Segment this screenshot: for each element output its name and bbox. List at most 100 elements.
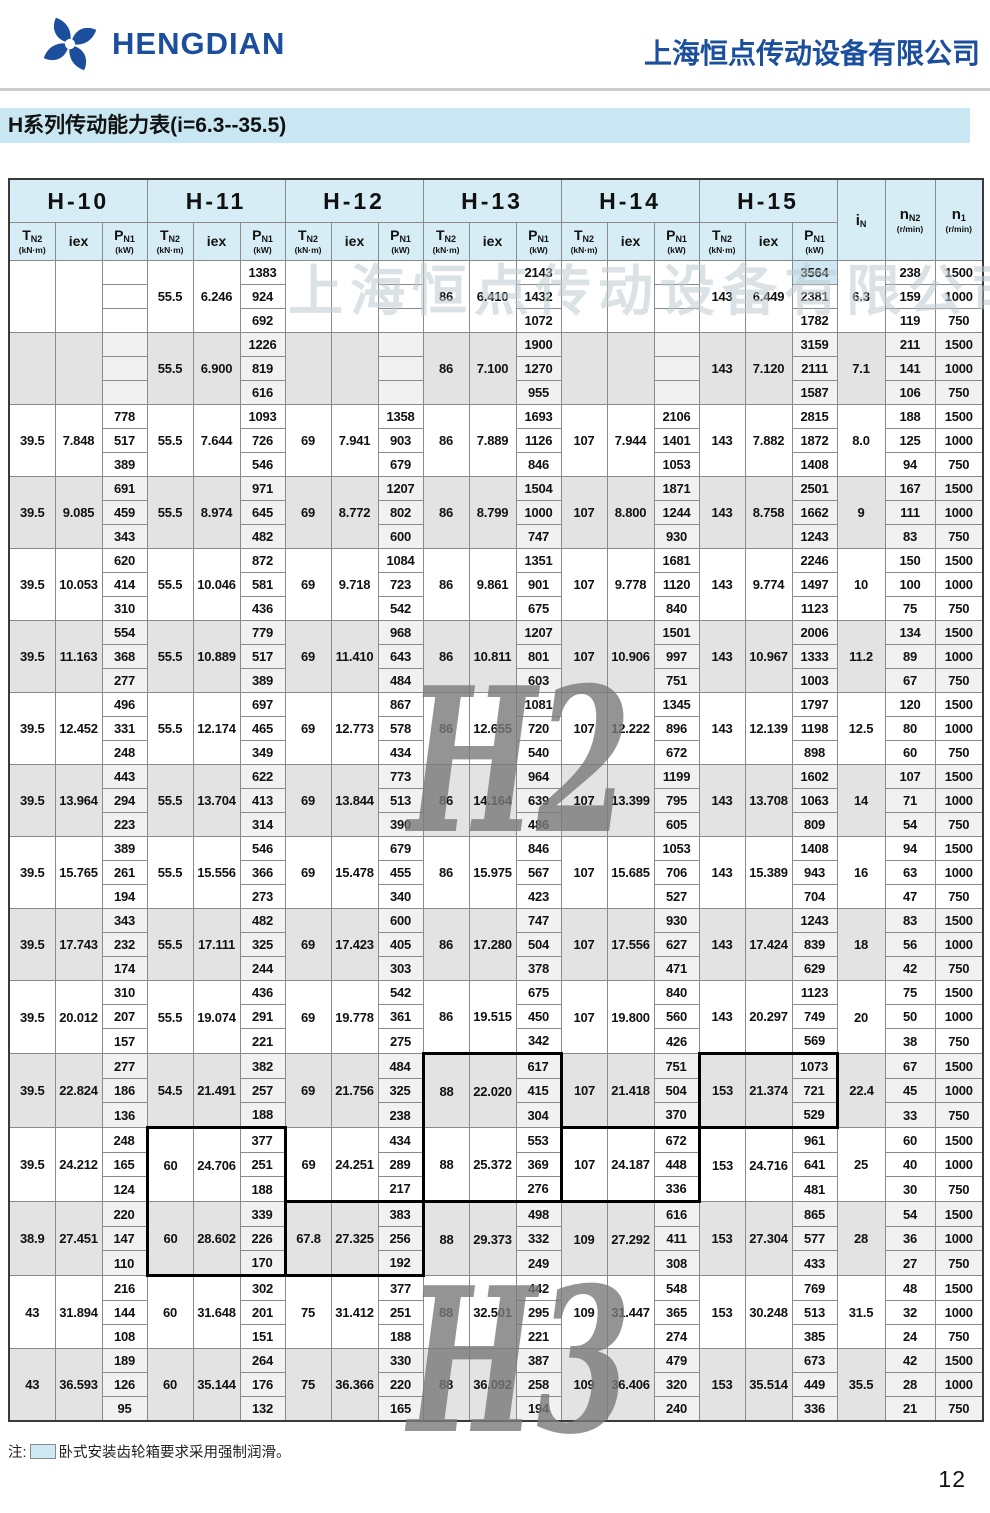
cell-iex: 7.889 (468, 404, 517, 477)
cell-tn2: 75 (284, 1348, 332, 1422)
cell-pn1: 332 (515, 1226, 562, 1251)
lubrication-legend-swatch (29, 1444, 56, 1459)
cell-pn1: 603 (515, 668, 562, 693)
col-header-iex: iex (54, 222, 103, 261)
cell-pn1: 553 (515, 1127, 563, 1153)
cell-tn2: 55.5 (146, 836, 194, 909)
cell-nn2: 60 (884, 1127, 936, 1153)
cell-pn1: 542 (377, 980, 424, 1005)
cell-n1: 1500 (934, 980, 984, 1005)
cell-tn2: 153 (698, 1275, 746, 1349)
cell-pn1: 540 (515, 740, 562, 765)
cell-pn1: 968 (377, 620, 424, 645)
cell-nn2: 67 (884, 1053, 936, 1079)
cell-iex: 7.944 (606, 404, 655, 477)
cell-tn2: 88 (422, 1348, 470, 1422)
cell-pn1: 482 (239, 524, 286, 549)
cell-n1: 1500 (934, 1275, 984, 1301)
cell-pn1: 622 (239, 764, 286, 789)
cell-pn1: 679 (377, 452, 424, 477)
cell-iex: 24.187 (606, 1126, 655, 1203)
cell-pn1: 264 (239, 1348, 286, 1373)
cell-pn1: 1662 (791, 500, 838, 525)
cell-pn1 (101, 284, 148, 309)
cell-iex: 30.248 (744, 1275, 793, 1349)
cell-iex: 15.685 (606, 836, 655, 909)
table-row: 55.5 6.900 1226 86 7.100 1900 143 7.120 3159 7.1 2… (8, 332, 984, 405)
cell-pn1: 436 (239, 596, 286, 621)
cell-pn1: 2106 (653, 404, 700, 429)
cell-n1: 750 (934, 524, 984, 549)
cell-tn2: 143 (698, 836, 746, 909)
cell-tn2: 55.5 (146, 260, 194, 333)
cell-pn1: 124 (101, 1176, 148, 1202)
cell-pn1: 443 (101, 764, 148, 789)
cell-iex: 31.894 (54, 1275, 103, 1349)
cell-iex: 7.941 (330, 404, 379, 477)
cell-in: 16 (836, 836, 886, 909)
cell-nn2: 120 (884, 692, 936, 717)
cell-n1: 750 (934, 308, 984, 333)
cell-tn2: 55.5 (146, 692, 194, 765)
cell-iex (330, 332, 379, 405)
cell-pn1: 221 (239, 1028, 286, 1054)
cell-pn1: 1797 (791, 692, 838, 717)
cell-pn1: 413 (239, 788, 286, 813)
cell-pn1: 1073 (791, 1052, 839, 1079)
cell-iex: 31.648 (192, 1275, 241, 1349)
cell-iex (606, 260, 655, 333)
cell-tn2: 143 (698, 332, 746, 405)
cell-pn1: 370 (653, 1102, 700, 1128)
table-row: 331 465 578 720 896 1198 80 1000 (9, 716, 984, 741)
cell-pn1: 302 (239, 1275, 286, 1301)
cell-nn2: 36 (884, 1226, 936, 1251)
cell-pn1: 325 (239, 932, 286, 957)
cell-pn1: 865 (791, 1201, 838, 1227)
cell-tn2: 39.5 (8, 692, 56, 765)
cell-pn1: 1123 (791, 980, 838, 1005)
cell-pn1: 411 (653, 1226, 700, 1251)
cell-in: 12.5 (836, 692, 886, 765)
cell-tn2: 86 (422, 908, 470, 981)
cell-nn2: 159 (884, 284, 936, 309)
table-row: 144 201 251 295 365 513 32 1000 (9, 1300, 984, 1325)
cell-pn1: 840 (653, 980, 700, 1005)
cell-tn2 (8, 332, 56, 405)
table-row: 207 291 361 450 560 749 50 1000 (9, 1004, 984, 1029)
cell-n1: 1000 (934, 644, 984, 669)
cell-pn1: 846 (515, 836, 562, 861)
cell-pn1: 1432 (515, 284, 562, 309)
cell-tn2: 153 (698, 1201, 746, 1276)
cell-tn2: 69 (284, 1127, 332, 1202)
cell-tn2 (284, 332, 332, 405)
cell-pn1 (377, 260, 424, 285)
cell-pn1: 303 (377, 956, 424, 981)
col-header-iex: iex (468, 222, 517, 261)
cell-tn2: 55.5 (146, 548, 194, 621)
cell-iex: 22.020 (468, 1052, 517, 1128)
cell-pn1 (653, 260, 700, 285)
cell-iex (606, 332, 655, 405)
cell-n1: 1500 (934, 692, 984, 717)
cell-pn1: 901 (515, 572, 562, 597)
cell-iex: 27.304 (744, 1201, 793, 1276)
cell-pn1: 1198 (791, 716, 838, 741)
cell-tn2: 143 (698, 548, 746, 621)
cell-pn1: 1063 (791, 788, 838, 813)
cell-pn1: 248 (101, 740, 148, 765)
cell-pn1: 679 (377, 836, 424, 861)
table-row: 126 176 220 258 320 449 28 1000 (9, 1372, 984, 1397)
cell-nn2: 94 (884, 836, 936, 861)
cell-pn1: 560 (653, 1004, 700, 1029)
cell-nn2: 63 (884, 860, 936, 885)
cell-tn2: 69 (284, 620, 332, 693)
cell-iex: 11.410 (330, 620, 379, 693)
cell-pn1: 961 (791, 1127, 838, 1153)
cell-tn2: 55.5 (146, 764, 194, 837)
cell-iex: 36.406 (606, 1348, 655, 1422)
cell-iex: 32.501 (468, 1275, 517, 1349)
cell-pn1: 903 (377, 428, 424, 453)
cell-pn1: 1782 (791, 308, 838, 333)
cell-pn1 (101, 308, 148, 333)
cell-nn2: 38 (884, 1028, 936, 1054)
